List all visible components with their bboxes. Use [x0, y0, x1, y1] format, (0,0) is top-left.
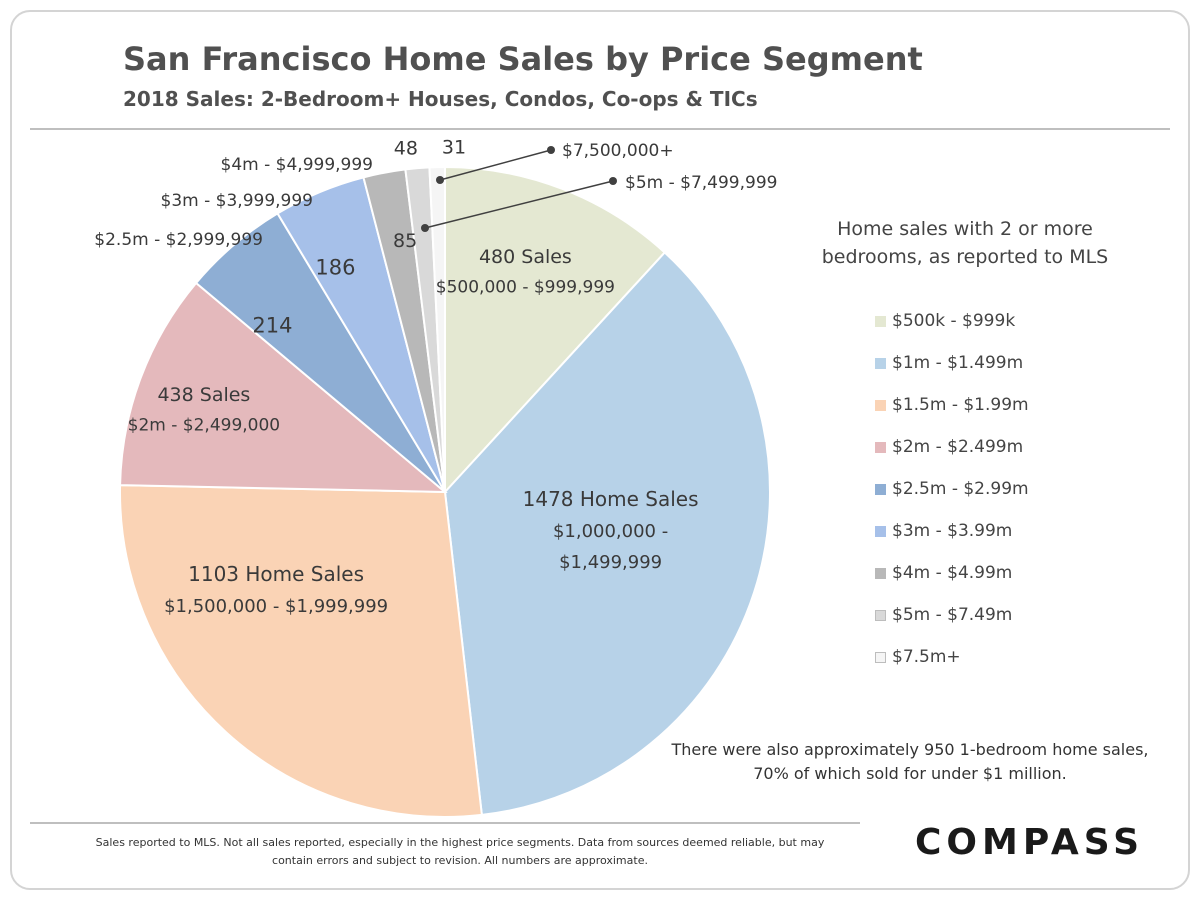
- legend-label-2m-2-499m: $2m - $2.499m: [892, 437, 1024, 457]
- legend-label-7-5m: $7.5m+: [892, 647, 961, 667]
- legend-swatch-2-5m-2-99m: [875, 483, 886, 495]
- pie-slice-7-5m: [428, 165, 446, 493]
- slice-label-1-5m-1-99m: 1103 Home Sales: [188, 562, 364, 586]
- chart-title: San Francisco Home Sales by Price Segmen…: [123, 40, 923, 78]
- slice-label-1m-1-499m-line-2: $1,499,999: [559, 552, 662, 573]
- slice-label-500k-999k-line-1: $500,000 - $999,999: [436, 278, 615, 298]
- legend-item-4m-4-99m: $4m - $4.99m: [875, 552, 1029, 594]
- pie-slice-500k-999k: [444, 165, 667, 495]
- legend-swatch-500k-999k: [875, 315, 886, 327]
- chart-subtitle: 2018 Sales: 2-Bedroom+ Houses, Condos, C…: [123, 87, 758, 111]
- legend-swatch-1m-1-499m: [875, 357, 886, 369]
- legend-label-1-5m-1-99m: $1.5m - $1.99m: [892, 395, 1029, 415]
- leader-dot-7-5m-0: [436, 176, 444, 184]
- legend-label-4m-4-99m: $4m - $4.99m: [892, 563, 1013, 583]
- legend-label-2-5m-2-99m: $2.5m - $2.99m: [892, 479, 1029, 499]
- slice-label-2-5m-2-99m: 214: [252, 314, 292, 338]
- slice-label-3m-3-99m: 186: [315, 256, 355, 280]
- slice-label-5m-7-49m: 48: [394, 137, 418, 159]
- legend-swatch-3m-3-99m: [875, 525, 886, 537]
- legend: $500k - $999k $1m - $1.499m $1.5m - $1.99m…: [875, 300, 1029, 678]
- slice-label-1m-1-499m: 1478 Home Sales: [523, 487, 699, 511]
- legend-item-500k-999k: $500k - $999k: [875, 300, 1029, 342]
- legend-item-2-5m-2-99m: $2.5m - $2.99m: [875, 468, 1029, 510]
- top-divider: [30, 128, 1170, 130]
- legend-label-1m-1-499m: $1m - $1.499m: [892, 353, 1024, 373]
- bottom-divider: [30, 822, 860, 824]
- slice-label-500k-999k: 480 Sales: [479, 246, 572, 268]
- legend-item-2m-2-499m: $2m - $2.499m: [875, 426, 1029, 468]
- legend-item-5m-7-49m: $5m - $7.49m: [875, 594, 1029, 636]
- outer-label-7-5m: $7,500,000+: [562, 141, 674, 161]
- leader-line-7-5m: [439, 149, 552, 181]
- slice-label-4m-4-99m: 85: [393, 230, 417, 252]
- slice-label-7-5m: 31: [442, 137, 466, 159]
- legend-swatch-5m-7-49m: [875, 609, 886, 621]
- leader-dot-5m-7-49m-1: [609, 177, 617, 185]
- slice-label-1-5m-1-99m-line-1: $1,500,000 - $1,999,999: [164, 596, 388, 617]
- legend-item-1-5m-1-99m: $1.5m - $1.99m: [875, 384, 1029, 426]
- slice-label-2m-2-499m-line-1: $2m - $2,499,000: [128, 415, 280, 435]
- outer-label-3m-3-99m: $3m - $3,999,999: [161, 191, 313, 211]
- leader-dot-5m-7-49m-0: [421, 224, 429, 232]
- legend-swatch-2m-2-499m: [875, 441, 886, 453]
- pie-slice-2m-2-499m: [119, 281, 448, 494]
- legend-label-3m-3-99m: $3m - $3.99m: [892, 521, 1013, 541]
- legend-swatch-4m-4-99m: [875, 567, 886, 579]
- legend-swatch-7-5m: [875, 651, 886, 663]
- outer-label-4m-4-99m: $4m - $4,999,999: [221, 155, 373, 175]
- legend-item-7-5m: $7.5m+: [875, 636, 1029, 678]
- legend-label-5m-7-49m: $5m - $7.49m: [892, 605, 1013, 625]
- outer-label-5m-7-49m: $5m - $7,499,999: [625, 173, 777, 193]
- slice-label-2m-2-499m: 438 Sales: [157, 384, 250, 406]
- legend-item-3m-3-99m: $3m - $3.99m: [875, 510, 1029, 552]
- legend-label-500k-999k: $500k - $999k: [892, 311, 1016, 331]
- footnote: Sales reported to MLS. Not all sales rep…: [95, 836, 825, 867]
- pie-slice-1-5m-1-99m: [119, 484, 483, 818]
- outer-label-2-5m-2-99m: $2.5m - $2,999,999: [94, 230, 263, 250]
- compass-logo: COMPASS: [915, 822, 1145, 863]
- pie-slice-1m-1-499m: [443, 251, 771, 817]
- leader-line-5m-7-49m: [424, 180, 614, 229]
- legend-item-1m-1-499m: $1m - $1.499m: [875, 342, 1029, 384]
- leader-dot-7-5m-1: [547, 146, 555, 154]
- slice-label-1m-1-499m-line-1: $1,000,000 -: [553, 521, 668, 542]
- legend-title: Home sales with 2 or more bedrooms, as r…: [821, 218, 1109, 268]
- legend-swatch-1-5m-1-99m: [875, 399, 886, 411]
- one-bedroom-note: There were also approximately 950 1-bedr…: [671, 740, 1149, 783]
